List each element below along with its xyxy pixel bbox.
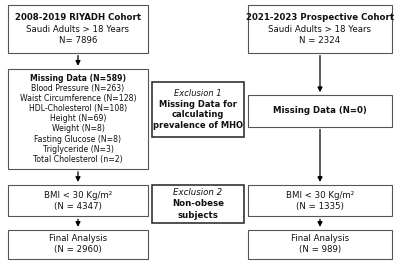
Text: N= 7896: N= 7896 — [59, 36, 97, 45]
Text: Non-obese: Non-obese — [172, 199, 224, 209]
FancyBboxPatch shape — [248, 95, 392, 127]
Text: Weight (N=8): Weight (N=8) — [52, 124, 104, 133]
FancyBboxPatch shape — [248, 230, 392, 259]
FancyBboxPatch shape — [248, 5, 392, 53]
FancyBboxPatch shape — [152, 82, 244, 137]
Text: Saudi Adults > 18 Years: Saudi Adults > 18 Years — [268, 25, 372, 34]
FancyBboxPatch shape — [8, 5, 148, 53]
Text: BMI < 30 Kg/m²: BMI < 30 Kg/m² — [44, 191, 112, 200]
Text: prevalence of MHO: prevalence of MHO — [153, 121, 243, 130]
FancyBboxPatch shape — [8, 185, 148, 216]
Text: calculating: calculating — [172, 110, 224, 120]
Text: 2008-2019 RIYADH Cohort: 2008-2019 RIYADH Cohort — [15, 13, 141, 22]
Text: N = 2324: N = 2324 — [299, 36, 341, 45]
FancyBboxPatch shape — [8, 230, 148, 259]
Text: Fasting Glucose (N=8): Fasting Glucose (N=8) — [34, 135, 122, 144]
Text: Saudi Adults > 18 Years: Saudi Adults > 18 Years — [26, 25, 130, 34]
Text: Blood Pressure (N=263): Blood Pressure (N=263) — [32, 84, 124, 93]
FancyBboxPatch shape — [152, 185, 244, 223]
Text: Exclusion 2: Exclusion 2 — [174, 188, 222, 197]
Text: Waist Circumference (N=128): Waist Circumference (N=128) — [20, 94, 136, 103]
Text: Final Analysis: Final Analysis — [291, 234, 349, 243]
FancyBboxPatch shape — [8, 69, 148, 169]
Text: HDL-Cholesterol (N=108): HDL-Cholesterol (N=108) — [29, 104, 127, 113]
Text: Missing Data for: Missing Data for — [159, 100, 237, 109]
Text: BMI < 30 Kg/m²: BMI < 30 Kg/m² — [286, 191, 354, 200]
Text: (N = 989): (N = 989) — [299, 245, 341, 254]
Text: Missing Data (N=589): Missing Data (N=589) — [30, 74, 126, 83]
Text: (N = 2960): (N = 2960) — [54, 245, 102, 254]
Text: Height (N=69): Height (N=69) — [50, 114, 106, 123]
FancyBboxPatch shape — [248, 185, 392, 216]
Text: Final Analysis: Final Analysis — [49, 234, 107, 243]
Text: subjects: subjects — [178, 211, 218, 220]
Text: (N = 1335): (N = 1335) — [296, 202, 344, 211]
Text: Missing Data (N=0): Missing Data (N=0) — [273, 106, 367, 115]
Text: Total Cholesterol (n=2): Total Cholesterol (n=2) — [33, 155, 123, 164]
Text: (N = 4347): (N = 4347) — [54, 202, 102, 211]
Text: Exclusion 1: Exclusion 1 — [174, 89, 222, 98]
Text: Triglyceride (N=3): Triglyceride (N=3) — [42, 145, 114, 154]
Text: 2021-2023 Prospective Cohort: 2021-2023 Prospective Cohort — [246, 13, 394, 22]
